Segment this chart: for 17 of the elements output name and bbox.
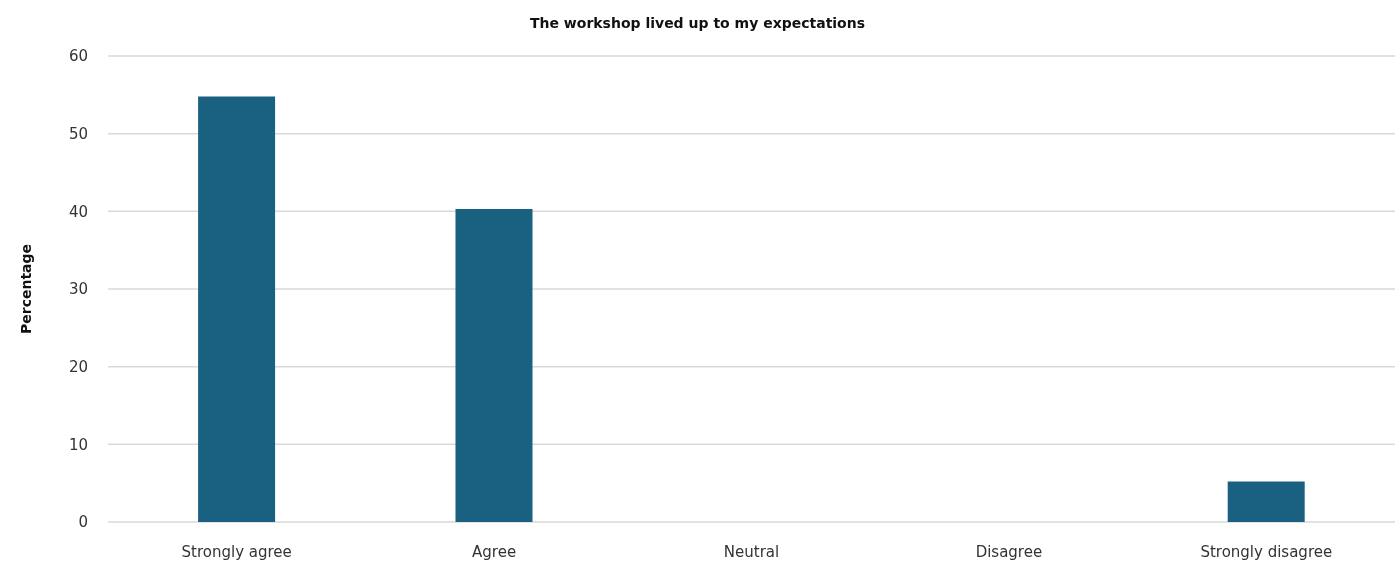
y-tick-label: 50	[68, 124, 88, 143]
chart-title: The workshop lived up to my expectations	[529, 15, 866, 31]
y-tick-label: 10	[68, 435, 88, 454]
x-tick-label: Strongly disagree	[1200, 542, 1333, 561]
y-tick-label: 20	[68, 357, 88, 376]
x-tick-label: Strongly agree	[181, 542, 292, 561]
bar	[1227, 481, 1305, 522]
x-tick-label: Disagree	[975, 542, 1043, 561]
y-tick-label: 40	[68, 202, 88, 221]
y-tick-label: 0	[78, 513, 88, 532]
x-tick-label: Agree	[472, 542, 517, 561]
y-axis-title: Percentage	[17, 243, 34, 335]
y-tick-label: 30	[68, 280, 88, 299]
x-tick-label: Neutral	[723, 542, 780, 561]
y-tick-label: 60	[68, 47, 88, 66]
bar	[198, 96, 276, 522]
bar	[455, 209, 533, 522]
